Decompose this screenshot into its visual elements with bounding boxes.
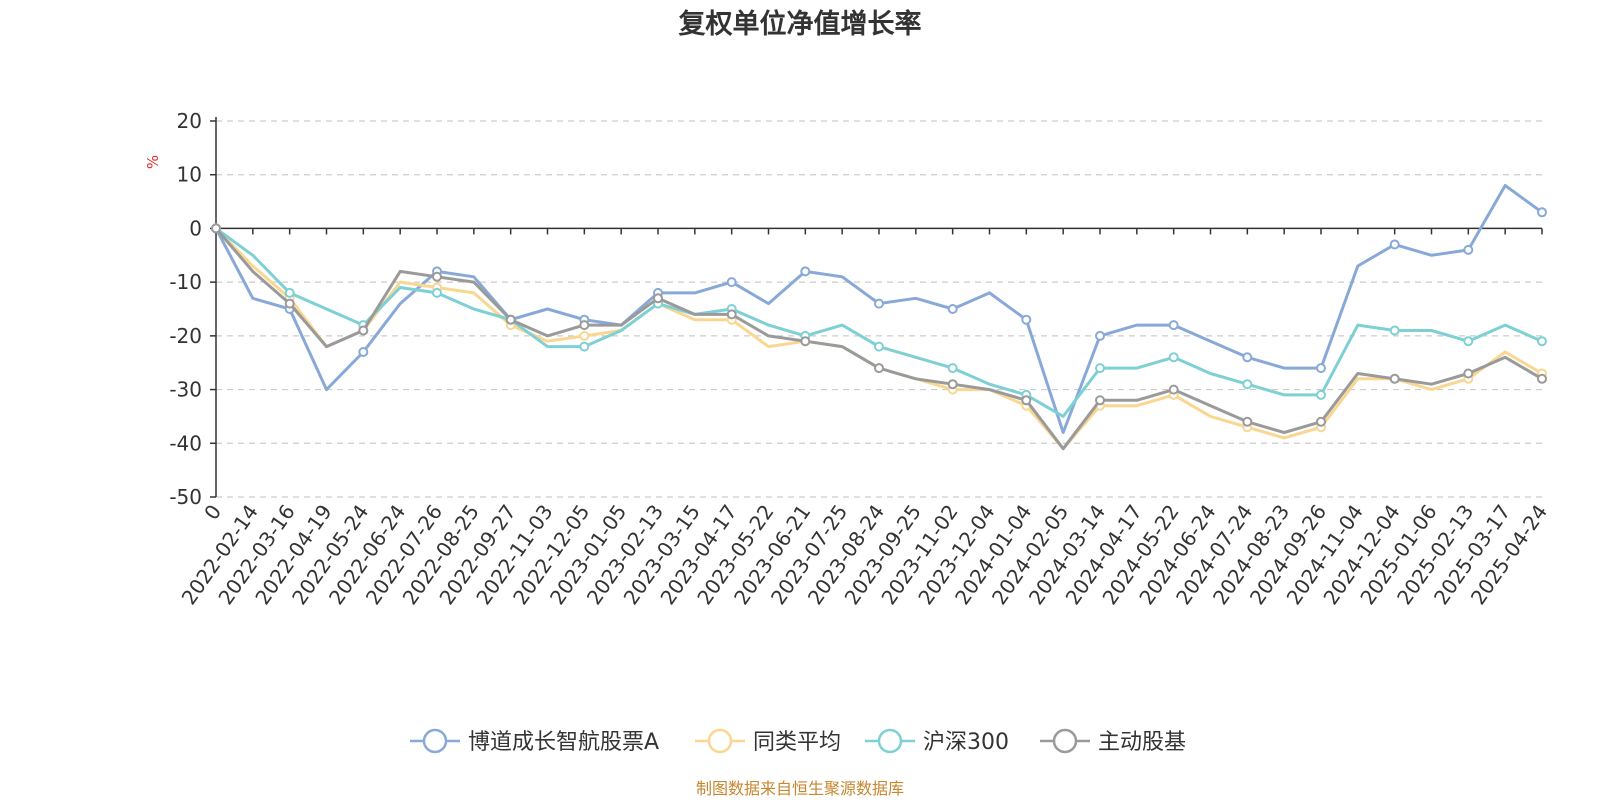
data-point	[1389, 325, 1400, 336]
data-point	[1021, 395, 1032, 406]
data-point	[1537, 336, 1547, 347]
data-point	[726, 277, 737, 288]
legend-label: 同类平均	[753, 730, 841, 755]
y-tick-label: -30	[169, 378, 202, 402]
legend-swatch-marker	[877, 728, 903, 754]
legend-item[interactable]: 同类平均	[695, 728, 841, 755]
data-point	[1389, 239, 1400, 250]
data-point	[1316, 416, 1326, 427]
data-point	[1537, 373, 1547, 384]
data-point	[1463, 244, 1474, 255]
series-0	[211, 184, 1547, 434]
data-point	[1168, 352, 1179, 363]
data-point	[947, 363, 958, 374]
legend-swatch-marker	[707, 728, 733, 754]
data-source-note: 制图数据来自恒生聚源数据库	[696, 779, 904, 798]
series-line	[215, 227, 1543, 418]
series-2	[211, 223, 1547, 418]
series-line	[214, 227, 1543, 451]
data-point	[505, 314, 516, 325]
data-point	[1389, 373, 1400, 384]
data-point	[726, 309, 737, 320]
legend-label: 沪深300	[923, 730, 1009, 755]
data-point	[1168, 384, 1179, 395]
data-point	[579, 320, 590, 331]
series-1	[211, 223, 1547, 451]
legend-item[interactable]: 博道成长智航股票A	[410, 728, 659, 755]
y-tick-label: 20	[177, 109, 202, 133]
data-point	[358, 347, 369, 357]
y-tick-label: 0	[189, 216, 202, 240]
series-line	[214, 227, 1543, 451]
legend-label: 主动股基	[1098, 730, 1186, 755]
data-point	[1316, 363, 1326, 374]
data-point	[358, 325, 369, 336]
data-point	[579, 341, 590, 352]
data-point	[1021, 314, 1032, 325]
data-point	[1463, 368, 1474, 379]
y-axis-unit: %	[144, 155, 162, 169]
series-line	[214, 184, 1543, 434]
data-point	[1463, 336, 1474, 347]
y-tick-label: 10	[177, 163, 202, 187]
y-tick-label: -40	[169, 431, 202, 455]
data-point	[1242, 379, 1253, 390]
legend-item[interactable]: 主动股基	[1040, 728, 1186, 755]
series-3	[211, 223, 1547, 451]
legend-swatch-marker	[1052, 728, 1078, 754]
data-point	[1242, 416, 1253, 427]
data-point	[947, 379, 958, 390]
chart-title: 复权单位净值增长率	[679, 8, 922, 40]
data-point	[874, 341, 884, 352]
data-point	[874, 363, 884, 374]
data-point	[1095, 395, 1105, 406]
data-point	[1168, 320, 1179, 331]
grid-lines	[216, 120, 1542, 498]
data-point	[1316, 389, 1326, 400]
series-lines	[211, 184, 1547, 451]
legend-label: 博道成长智航股票A	[468, 730, 659, 755]
data-point	[284, 287, 295, 298]
data-point	[432, 287, 442, 298]
data-point	[653, 293, 663, 304]
data-point	[1095, 330, 1105, 341]
data-point	[284, 298, 295, 309]
x-tick-label: 0	[199, 500, 226, 524]
data-point	[211, 223, 221, 234]
data-point	[1537, 207, 1547, 218]
data-point	[1095, 363, 1105, 374]
legend: 博道成长智航股票A 同类平均 沪深300 主动股基	[410, 728, 1186, 755]
data-point	[1242, 352, 1253, 363]
data-point	[800, 266, 811, 277]
y-tick-label: -50	[169, 485, 202, 509]
data-point	[874, 298, 884, 309]
data-point	[579, 330, 590, 341]
data-point	[947, 304, 958, 314]
data-point	[432, 271, 442, 282]
y-tick-label: -20	[169, 324, 202, 348]
legend-swatch-marker	[422, 728, 448, 754]
data-point	[800, 336, 811, 347]
legend-item[interactable]: 沪深300	[865, 728, 1009, 755]
y-tick-label: -10	[169, 270, 202, 294]
